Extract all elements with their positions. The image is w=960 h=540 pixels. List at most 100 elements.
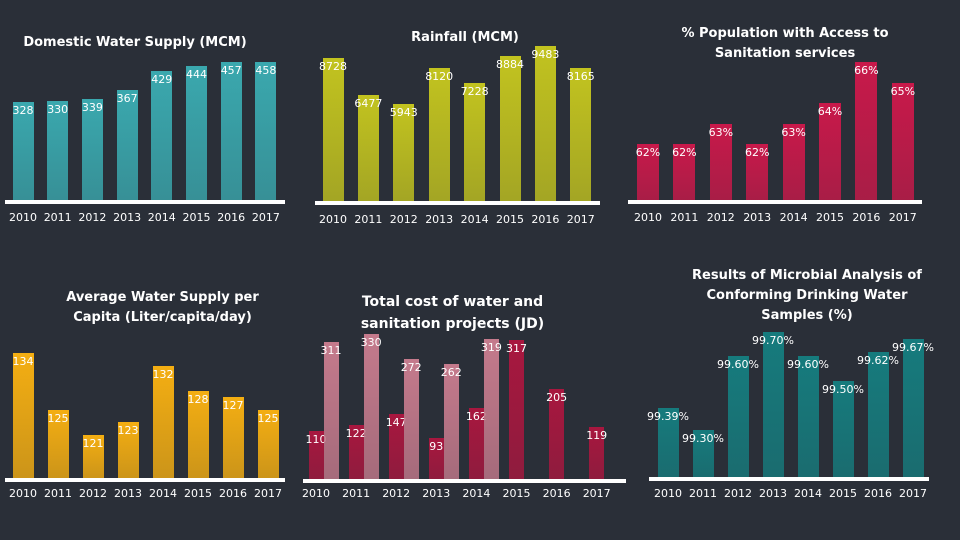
- domestic-tick-label: 2012: [78, 211, 107, 224]
- cost-tick-label: 2014: [462, 487, 491, 500]
- microbial-bar: [832, 380, 854, 477]
- domestic-data-label: 328: [12, 104, 34, 118]
- cost-data-label: 110: [305, 432, 327, 446]
- microbial-tick-label: 2016: [864, 487, 892, 500]
- domestic-tick-label: 2011: [43, 211, 72, 224]
- microbial-data-label: 99.60%: [787, 358, 829, 372]
- microbial-data-label: 99.67%: [892, 341, 934, 355]
- cost-bar: [403, 359, 419, 479]
- percapita-bar: [47, 409, 69, 478]
- microbial-data-label: 99.60%: [717, 358, 759, 372]
- microbial-axis-line: [649, 477, 929, 481]
- sanitation-bar: [637, 144, 659, 200]
- domestic-data-label: 429: [151, 72, 173, 86]
- percapita-axis-line: [5, 478, 285, 482]
- domestic-data-label: 444: [186, 68, 207, 82]
- rainfall-bar: [464, 82, 486, 201]
- cost-tick-label: 2017: [582, 487, 611, 500]
- domestic-tick-label: 2015: [182, 211, 211, 224]
- percapita-tick-label: 2014: [149, 487, 177, 500]
- cost-data-label: 93: [429, 440, 444, 454]
- cost-tick-label: 2012: [382, 487, 411, 500]
- domestic-axis-line: [5, 200, 285, 204]
- rainfall-data-label: 8728: [319, 60, 347, 74]
- cost-bar: [589, 426, 605, 479]
- sanitation-bar: [673, 144, 696, 200]
- rainfall-tick-label: 2012: [389, 213, 418, 226]
- sanitation-bar: [746, 144, 769, 200]
- sanitation-data-label: 62%: [672, 146, 697, 160]
- cost-bar: [483, 338, 499, 479]
- microbial-tick-label: 2010: [654, 487, 682, 500]
- percapita-tick-label: 2011: [44, 487, 72, 500]
- sanitation-bar: [782, 123, 805, 200]
- domestic-bar: [116, 90, 138, 200]
- cost-axis-line: [303, 479, 626, 483]
- microbial-title: Results of Microbial Analysis of Conform…: [692, 268, 922, 323]
- domestic-data-label: 367: [116, 92, 138, 106]
- sanitation-tick-label: 2017: [888, 211, 917, 224]
- cost-data-label: 319: [480, 340, 502, 354]
- sanitation-axis-line: [628, 200, 922, 204]
- microbial-data-label: 99.70%: [752, 334, 794, 347]
- percapita-bar: [222, 397, 244, 478]
- domestic-tick-label: 2016: [217, 211, 246, 224]
- domestic-title: Domestic Water Supply (MCM): [23, 35, 247, 50]
- percapita-tick-label: 2015: [184, 487, 212, 500]
- percapita-data-label: 132: [152, 367, 174, 381]
- percapita-data-label: 125: [257, 411, 279, 425]
- domestic-data-label: 457: [220, 64, 242, 78]
- microbial-tick-label: 2017: [899, 487, 927, 500]
- cost-tick-label: 2011: [342, 487, 371, 500]
- rainfall-tick-label: 2015: [496, 213, 524, 226]
- microbial-bar: [692, 429, 714, 477]
- percapita-tick-label: 2012: [79, 487, 107, 500]
- cost-bar: [509, 339, 524, 479]
- cost-tick-label: 2013: [422, 487, 451, 500]
- rainfall-bar: [357, 95, 379, 201]
- domestic-data-label: 458: [255, 64, 277, 77]
- cost-data-label: 311: [320, 344, 342, 358]
- percapita-data-label: 125: [47, 411, 69, 425]
- percapita-data-label: 123: [117, 424, 139, 438]
- microbial-bar: [727, 356, 749, 477]
- rainfall-data-label: 9483: [531, 48, 560, 61]
- percapita-tick-label: 2017: [254, 487, 282, 500]
- domestic-tick-label: 2014: [147, 211, 176, 224]
- cost-bar: [323, 342, 339, 479]
- rainfall-tick-label: 2016: [531, 213, 560, 226]
- rainfall-bar: [322, 58, 344, 201]
- cost-bar: [388, 414, 404, 479]
- cost-data-label: 162: [465, 409, 487, 423]
- cost-tick-label: 2010: [302, 487, 330, 500]
- cost-title: Total cost of water and sanitation proje…: [360, 294, 545, 332]
- sanitation-bar: [891, 82, 914, 200]
- domestic-data-label: 330: [47, 103, 69, 117]
- domestic-bar: [151, 70, 173, 200]
- domestic-tick-label: 2017: [251, 211, 280, 224]
- domestic-tick-label: 2010: [9, 211, 37, 224]
- percapita-bar: [117, 422, 139, 478]
- microbial-tick-label: 2013: [759, 487, 787, 500]
- sanitation-data-label: 62%: [744, 146, 770, 160]
- sanitation-bar: [819, 103, 841, 200]
- percapita-bar: [152, 365, 174, 478]
- sanitation-bar: [709, 123, 732, 200]
- sanitation-tick-label: 2015: [816, 211, 844, 224]
- cost-bar: [428, 438, 444, 479]
- sanitation-data-label: 63%: [708, 125, 734, 139]
- microbial-bar: [867, 351, 889, 477]
- rainfall-tick-label: 2010: [319, 213, 347, 226]
- percapita-data-label: 121: [82, 437, 104, 451]
- percapita-bar: [82, 435, 104, 478]
- rainfall-data-label: 8884: [496, 57, 524, 71]
- sanitation-tick-label: 2011: [670, 211, 699, 224]
- rainfall-bar: [428, 68, 450, 201]
- cost-data-label: 272: [400, 361, 422, 375]
- microbial-data-label: 99.62%: [857, 353, 899, 367]
- domestic-bar: [220, 62, 242, 200]
- rainfall-bar: [393, 103, 415, 201]
- domestic-bar: [12, 102, 34, 200]
- microbial-tick-label: 2015: [829, 487, 857, 500]
